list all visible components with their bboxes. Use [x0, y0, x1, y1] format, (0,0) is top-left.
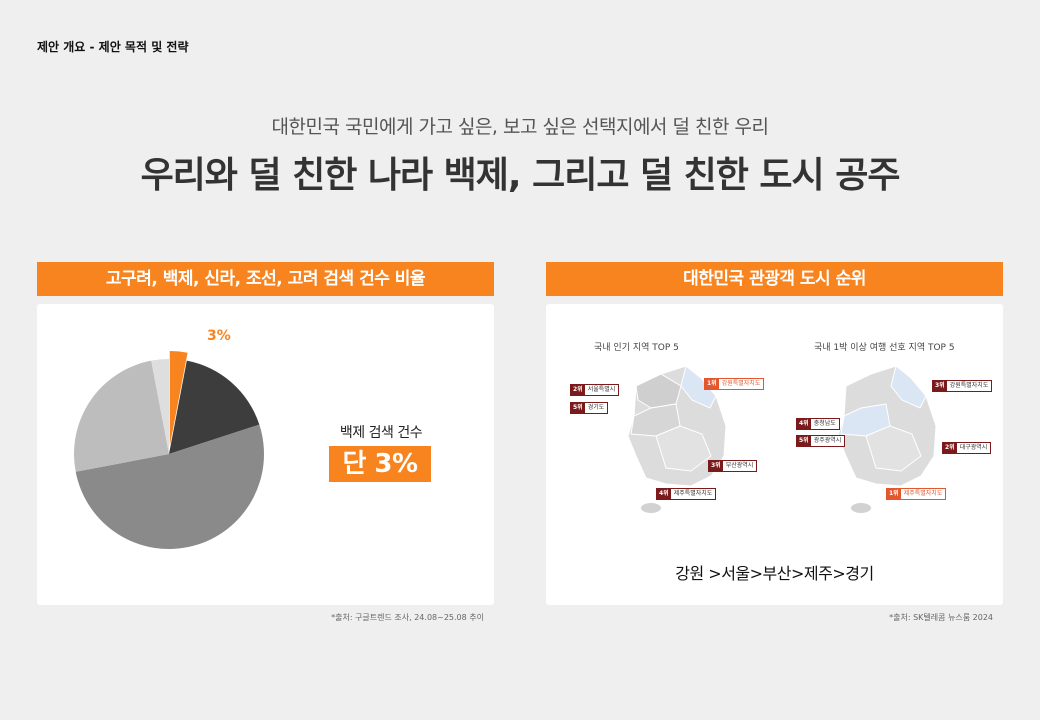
subtitle: 대한민국 국민에게 가고 싶은, 보고 싶은 선택지에서 덜 친한 우리: [271, 116, 769, 138]
tourism-ranking-panel: 국내 인기 지역 TOP 5 국내 1박 이상 여행 선호 지역 TOP 5 1…: [546, 304, 1003, 605]
source-note-right: *출처: SK텔레콤 뉴스룸 2024: [889, 613, 993, 622]
pie-slice-1: [169, 351, 188, 447]
pie-slice-3: [75, 424, 264, 549]
map2-tag-rank5: 5위 광주광역시: [796, 435, 846, 447]
pie-callout-label: 3%: [207, 328, 231, 344]
map2-tag-rank3: 3위 강원특별자치도: [932, 380, 993, 392]
source-note: *출처: 구글트렌드 조사, 24.08~25.08 추이: [331, 613, 484, 622]
map1-tag-rank3: 3위 부산광역시: [708, 460, 758, 472]
stat-label: 백제 검색 건수: [339, 425, 423, 441]
ranking-summary: 강원 >서울>부산>제주>경기: [675, 564, 874, 583]
pie-slice-5: [151, 359, 169, 454]
map2-tag-rank1: 1위 제주특별자치도: [886, 488, 947, 500]
map1-tag-rank4: 4위 제주특별자치도: [656, 488, 717, 500]
search-ratio-panel: 3% 백제 검색 건수 단 3%: [37, 304, 494, 605]
stat-value: 단 3%: [329, 446, 431, 482]
map1-tag-rank5: 5위 경기도: [570, 402, 609, 414]
korea-map-2: [837, 365, 937, 513]
search-ratio-header: 고구려, 백제, 신라, 조선, 고려 검색 건수 비율: [37, 262, 494, 296]
pie-slice-2: [169, 360, 260, 454]
map1-tag-rank1: 1위 강원특별자치도: [704, 378, 765, 390]
page-title: 우리와 덜 친한 나라 백제, 그리고 덜 친한 도시 공주: [140, 155, 901, 196]
map1-tag-rank2: 2위 서울특별시: [570, 384, 620, 396]
map2-tag-rank2: 2위 대구광역시: [942, 442, 992, 454]
korea-map-1: [627, 365, 727, 513]
map1-title: 국내 인기 지역 TOP 5: [594, 343, 679, 353]
pie-slice-4: [74, 360, 169, 472]
tourism-ranking-header: 대한민국 관광객 도시 순위: [546, 262, 1003, 296]
map2-title: 국내 1박 이상 여행 선호 지역 TOP 5: [814, 343, 955, 353]
pie-chart: 3%: [74, 328, 264, 549]
section-label: 제안 개요 - 제안 목적 및 전략: [37, 40, 189, 54]
map2-tag-rank4: 4위 충청남도: [796, 418, 840, 430]
